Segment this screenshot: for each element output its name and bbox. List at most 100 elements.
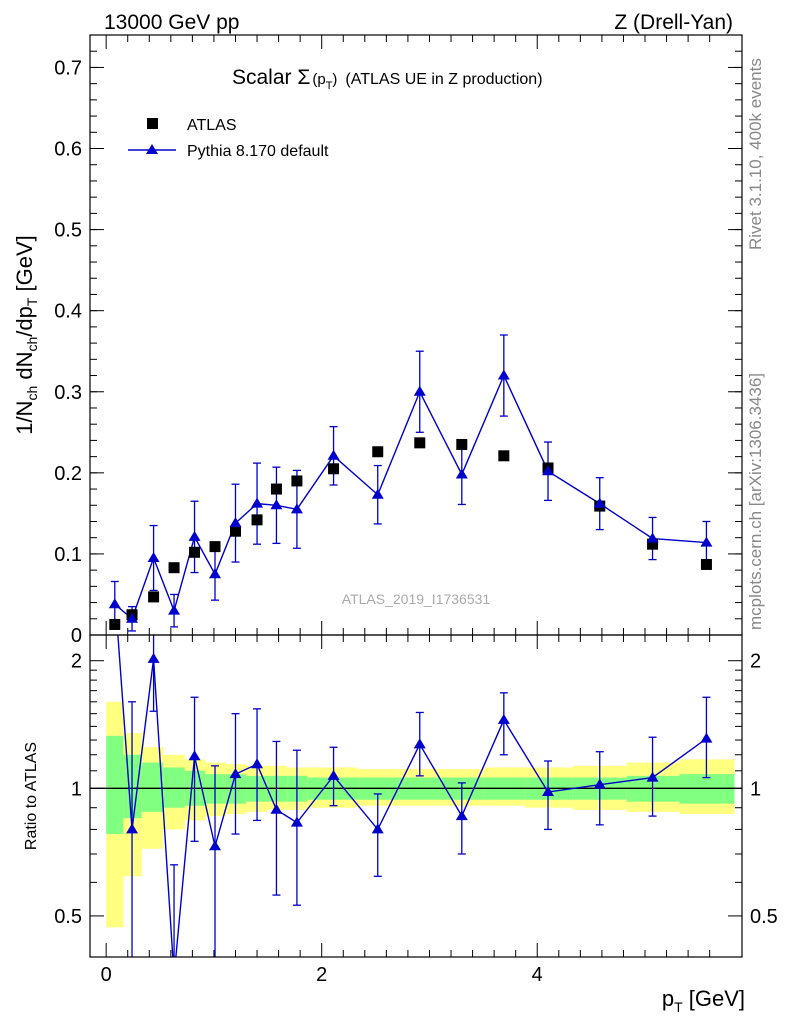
ratio-y-tick-label: 1: [71, 778, 82, 800]
rivet-label: Rivet 3.1.10, 400k events: [746, 58, 765, 250]
atlas-point: [456, 438, 468, 450]
title-sub-close: ): [332, 71, 337, 88]
ratio-uncertainty-bands: [90, 701, 742, 928]
x-tick-label: 0: [101, 964, 112, 986]
ratio-y-axis-label: Ratio to ATLAS: [23, 742, 40, 850]
pythia-point: [290, 503, 303, 514]
ratio-point: [542, 786, 555, 797]
y-tick-label: 0: [71, 625, 82, 647]
x-tick-label: 4: [532, 964, 543, 986]
y-tick-label: 0.2: [54, 463, 82, 485]
ratio-y-tick-label: 0.5: [54, 906, 82, 928]
atlas-point: [189, 546, 201, 558]
atlas-point: [700, 558, 712, 570]
atlas-point: [270, 483, 282, 495]
atlas-point: [168, 562, 180, 574]
pythia-point: [147, 551, 160, 562]
ratio-y-tick-label: 2: [71, 651, 82, 673]
y-tick-label: 0.5: [54, 220, 82, 242]
legend: ATLAS Pythia 8.170 default: [128, 117, 329, 160]
pythia-point: [270, 499, 283, 510]
pythia-point: [108, 598, 121, 609]
legend-pythia-label: Pythia 8.170 default: [187, 143, 329, 160]
inner-band-segment: [141, 762, 164, 812]
plot-title: Scalar Σ (pT) (ATLAS UE in Z production): [232, 66, 543, 92]
ratio-y-tick-label-right: 1: [750, 778, 761, 800]
mcplots-label: mcplots.cern.ch [arXiv:1306.3436]: [746, 373, 765, 630]
ratio-point: [371, 823, 384, 834]
atlas-point: [498, 450, 510, 462]
y-tick-label: 0.6: [54, 139, 82, 161]
atlas-point: [291, 475, 303, 487]
atlas-point: [109, 618, 121, 630]
pythia-point: [593, 497, 606, 508]
pythia-point: [497, 369, 510, 380]
ratio-point: [188, 750, 201, 761]
title-rest: (ATLAS UE in Z production): [345, 71, 542, 88]
ratio-point: [455, 810, 468, 821]
ratio-point: [327, 769, 340, 780]
ratio-point: [209, 840, 222, 851]
pythia-point: [542, 465, 555, 476]
atlas-point: [209, 541, 221, 553]
ratio-data-layer: [117, 635, 713, 957]
pythia-point: [413, 385, 426, 396]
ratio-point: [700, 732, 713, 743]
ratio-point: [413, 738, 426, 749]
ratio-point: [147, 652, 160, 663]
y-tick-label: 0.1: [54, 544, 82, 566]
pythia-point: [251, 497, 264, 508]
atlas-point: [251, 514, 263, 526]
main-axis-ticks: 0 0.1 0.2 0.3 0.4 0.5 0.6 0.7 0 2 4: [54, 35, 742, 986]
atlas-point: [328, 463, 340, 475]
title-main: Scalar Σ: [232, 66, 310, 89]
inner-band-segment: [106, 735, 124, 835]
title-sub-open: (p: [312, 71, 325, 88]
pythia-point: [168, 604, 181, 615]
y-axis-label: 1/Nch dNch/dpT [GeV]: [12, 235, 40, 435]
ratio-point: [290, 816, 303, 827]
atlas-point: [372, 446, 384, 458]
atlas-point: [647, 538, 659, 550]
process-label: Z (Drell-Yan): [614, 11, 733, 34]
ratio-axis-ticks: 0.5 0.5 1 1 2 2: [54, 651, 778, 928]
x-tick-label: 2: [316, 964, 327, 986]
ratio-point: [126, 823, 139, 834]
analysis-watermark: ATLAS_2019_I1736531: [342, 591, 491, 607]
atlas-point: [229, 525, 241, 537]
legend-atlas-label: ATLAS: [187, 117, 237, 134]
pythia-point: [327, 449, 340, 460]
pythia-point: [188, 530, 201, 541]
pythia-point: [371, 488, 384, 499]
legend-pythia-marker: [146, 144, 158, 154]
energy-label: 13000 GeV pp: [104, 11, 239, 34]
ratio-point: [497, 713, 510, 724]
pythia-point: [700, 536, 713, 547]
pythia-point: [646, 532, 659, 543]
y-tick-label: 0.3: [54, 382, 82, 404]
x-axis-label: pT [GeV]: [662, 986, 745, 1015]
pythia-point: [126, 612, 139, 623]
pythia-point: [455, 468, 468, 479]
y-tick-label: 0.4: [54, 301, 82, 323]
ratio-point: [593, 778, 606, 789]
pythia-point: [229, 517, 242, 528]
pythia-point: [209, 568, 222, 579]
inner-band-segment: [163, 767, 185, 808]
ratio-point: [229, 768, 242, 779]
legend-atlas-marker: [147, 118, 158, 129]
atlas-point: [148, 591, 160, 603]
ratio-y-tick-label-right: 0.5: [750, 906, 778, 928]
ratio-point: [251, 758, 264, 769]
ratio-y-tick-label-right: 2: [750, 651, 761, 673]
title-sub-t: T: [326, 80, 333, 92]
y-tick-label: 0.7: [54, 57, 82, 79]
panel-frames: [89, 34, 743, 958]
atlas-point: [414, 437, 426, 449]
pythia-line: [114, 373, 707, 620]
main-data-layer: [108, 334, 713, 632]
ratio-frame: [89, 634, 743, 958]
ratio-point: [646, 771, 659, 782]
ratio-point: [270, 803, 283, 814]
